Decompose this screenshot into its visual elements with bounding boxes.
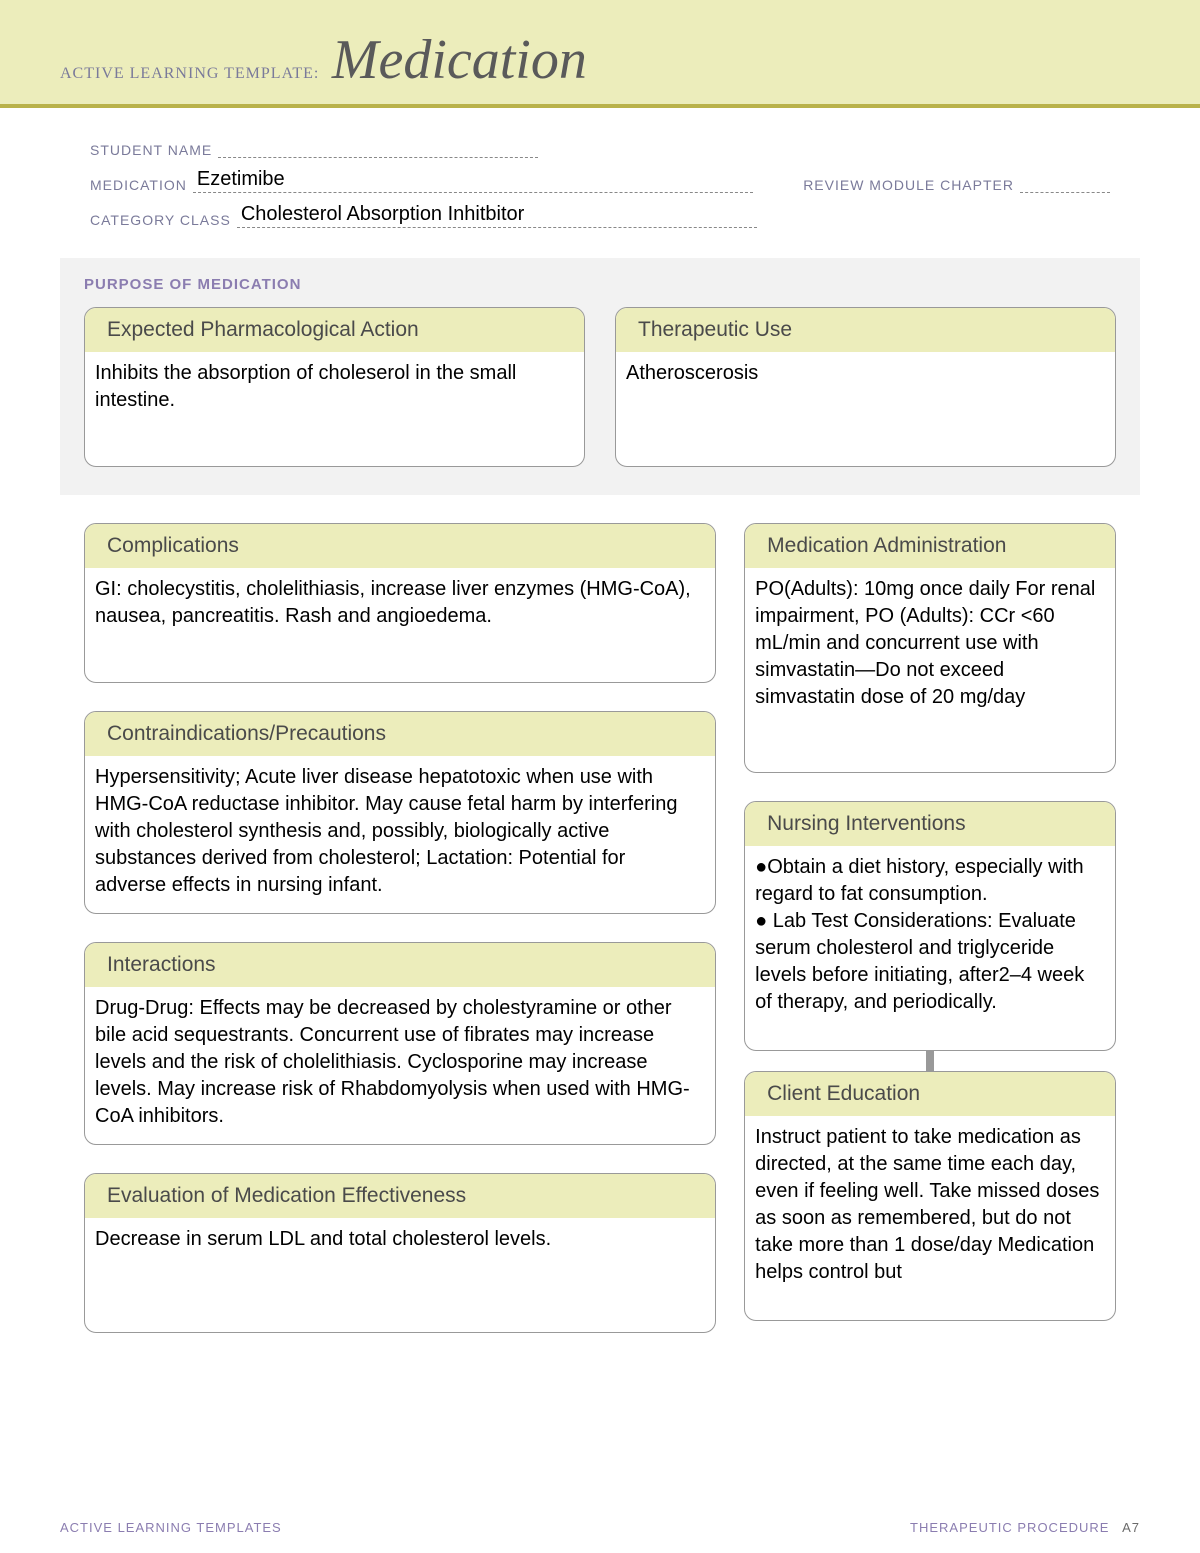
card-nursing-body: ●Obtain a diet history, especially with … xyxy=(745,846,1115,1050)
connector-nursing-client xyxy=(926,1051,934,1071)
card-client-education-title: Client Education xyxy=(745,1072,1115,1116)
card-pharm-action-title: Expected Pharmacological Action xyxy=(85,308,584,352)
spacer xyxy=(744,773,1116,801)
medication-label: MEDICATION xyxy=(90,177,193,193)
card-evaluation: Evaluation of Medication Effectiveness D… xyxy=(84,1173,716,1333)
footer-right-text: THERAPEUTIC PROCEDURE xyxy=(910,1520,1109,1535)
header-prefix: ACTIVE LEARNING TEMPLATE: xyxy=(60,65,319,83)
card-pharm-action: Expected Pharmacological Action Inhibits… xyxy=(84,307,585,467)
card-client-education-body: Instruct patient to take medication as d… xyxy=(745,1116,1115,1320)
card-therapeutic-use-body: Atheroscerosis xyxy=(616,352,1115,466)
card-complications-title: Complications xyxy=(85,524,715,568)
meta-row-category: CATEGORY CLASS Cholesterol Absorption In… xyxy=(90,203,1110,228)
meta-row-medication: MEDICATION Ezetimibe REVIEW MODULE CHAPT… xyxy=(90,168,1110,193)
card-complications-body: GI: cholecystitis, cholelithiasis, incre… xyxy=(85,568,715,682)
purpose-heading: PURPOSE OF MEDICATION xyxy=(84,276,1116,293)
card-nursing: Nursing Interventions ●Obtain a diet his… xyxy=(744,801,1116,1051)
col-left: Complications GI: cholecystitis, choleli… xyxy=(84,523,716,1333)
card-interactions-title: Interactions xyxy=(85,943,715,987)
purpose-block: PURPOSE OF MEDICATION Expected Pharmacol… xyxy=(60,258,1140,495)
header-band: ACTIVE LEARNING TEMPLATE: Medication xyxy=(0,0,1200,108)
card-therapeutic-use: Therapeutic Use Atheroscerosis xyxy=(615,307,1116,467)
meta-row-student: STUDENT NAME xyxy=(90,136,1110,158)
meta-section: STUDENT NAME MEDICATION Ezetimibe REVIEW… xyxy=(0,108,1200,258)
card-therapeutic-use-title: Therapeutic Use xyxy=(616,308,1115,352)
review-wrapper: REVIEW MODULE CHAPTER xyxy=(803,173,1110,193)
page-root: ACTIVE LEARNING TEMPLATE: Medication STU… xyxy=(0,0,1200,1553)
card-evaluation-title: Evaluation of Medication Effectiveness xyxy=(85,1174,715,1218)
card-client-education: Client Education Instruct patient to tak… xyxy=(744,1071,1116,1321)
card-contraindications-body: Hypersensitivity; Acute liver disease he… xyxy=(85,756,715,913)
card-administration-title: Medication Administration xyxy=(745,524,1115,568)
footer-left: ACTIVE LEARNING TEMPLATES xyxy=(60,1520,282,1535)
col-right: Medication Administration PO(Adults): 10… xyxy=(744,523,1116,1333)
footer-page: A7 xyxy=(1122,1520,1140,1535)
review-field[interactable] xyxy=(1020,173,1110,193)
medication-field[interactable]: Ezetimibe xyxy=(193,168,753,193)
card-interactions: Interactions Drug-Drug: Effects may be d… xyxy=(84,942,716,1145)
card-contraindications-title: Contraindications/Precautions xyxy=(85,712,715,756)
footer-right: THERAPEUTIC PROCEDURE A7 xyxy=(910,1520,1140,1535)
category-field[interactable]: Cholesterol Absorption Inhitbitor xyxy=(237,203,757,228)
student-name-field[interactable] xyxy=(218,136,538,158)
student-name-label: STUDENT NAME xyxy=(90,142,218,158)
card-interactions-body: Drug-Drug: Effects may be decreased by c… xyxy=(85,987,715,1144)
card-complications: Complications GI: cholecystitis, choleli… xyxy=(84,523,716,683)
header-title: Medication xyxy=(332,28,587,92)
card-pharm-action-body: Inhibits the absorption of choleserol in… xyxy=(85,352,584,466)
footer: ACTIVE LEARNING TEMPLATES THERAPEUTIC PR… xyxy=(60,1520,1140,1535)
card-administration-body: PO(Adults): 10mg once daily For renal im… xyxy=(745,568,1115,772)
category-label: CATEGORY CLASS xyxy=(90,212,237,228)
main-grid: Complications GI: cholecystitis, choleli… xyxy=(0,495,1200,1333)
purpose-row: Expected Pharmacological Action Inhibits… xyxy=(84,307,1116,467)
review-label: REVIEW MODULE CHAPTER xyxy=(803,177,1020,193)
card-contraindications: Contraindications/Precautions Hypersensi… xyxy=(84,711,716,914)
card-administration: Medication Administration PO(Adults): 10… xyxy=(744,523,1116,773)
card-evaluation-body: Decrease in serum LDL and total choleste… xyxy=(85,1218,715,1332)
card-nursing-title: Nursing Interventions xyxy=(745,802,1115,846)
